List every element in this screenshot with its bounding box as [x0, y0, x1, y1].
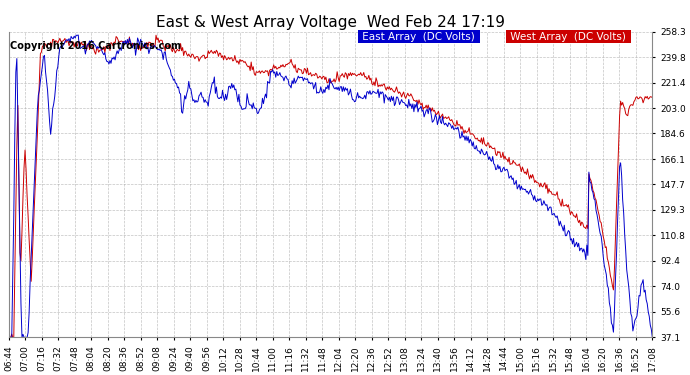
Text: East Array  (DC Volts): East Array (DC Volts) [359, 32, 478, 42]
Text: West Array  (DC Volts): West Array (DC Volts) [508, 32, 629, 42]
Title: East & West Array Voltage  Wed Feb 24 17:19: East & West Array Voltage Wed Feb 24 17:… [156, 15, 505, 30]
Text: Copyright 2016 Cartronics.com: Copyright 2016 Cartronics.com [10, 41, 181, 51]
